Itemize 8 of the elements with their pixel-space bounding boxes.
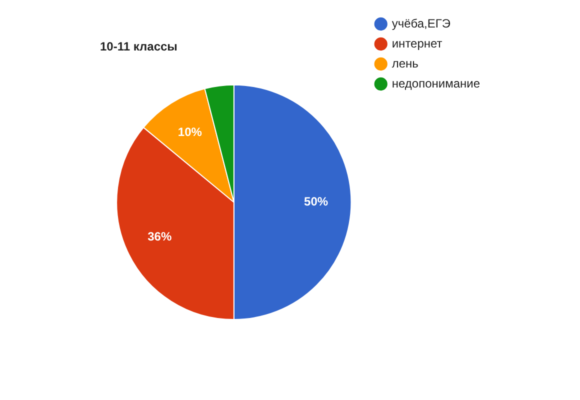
legend-label: интернет [392,36,443,50]
legend-label: лень [392,56,418,70]
data-label: 50% [304,194,328,209]
legend-label: недопонимание [392,76,480,90]
legend-label: учёба,ЕГЭ [392,16,451,30]
data-label: 10% [178,125,202,140]
text: 10-11 классы [100,40,178,54]
data-label: 36% [148,229,172,244]
